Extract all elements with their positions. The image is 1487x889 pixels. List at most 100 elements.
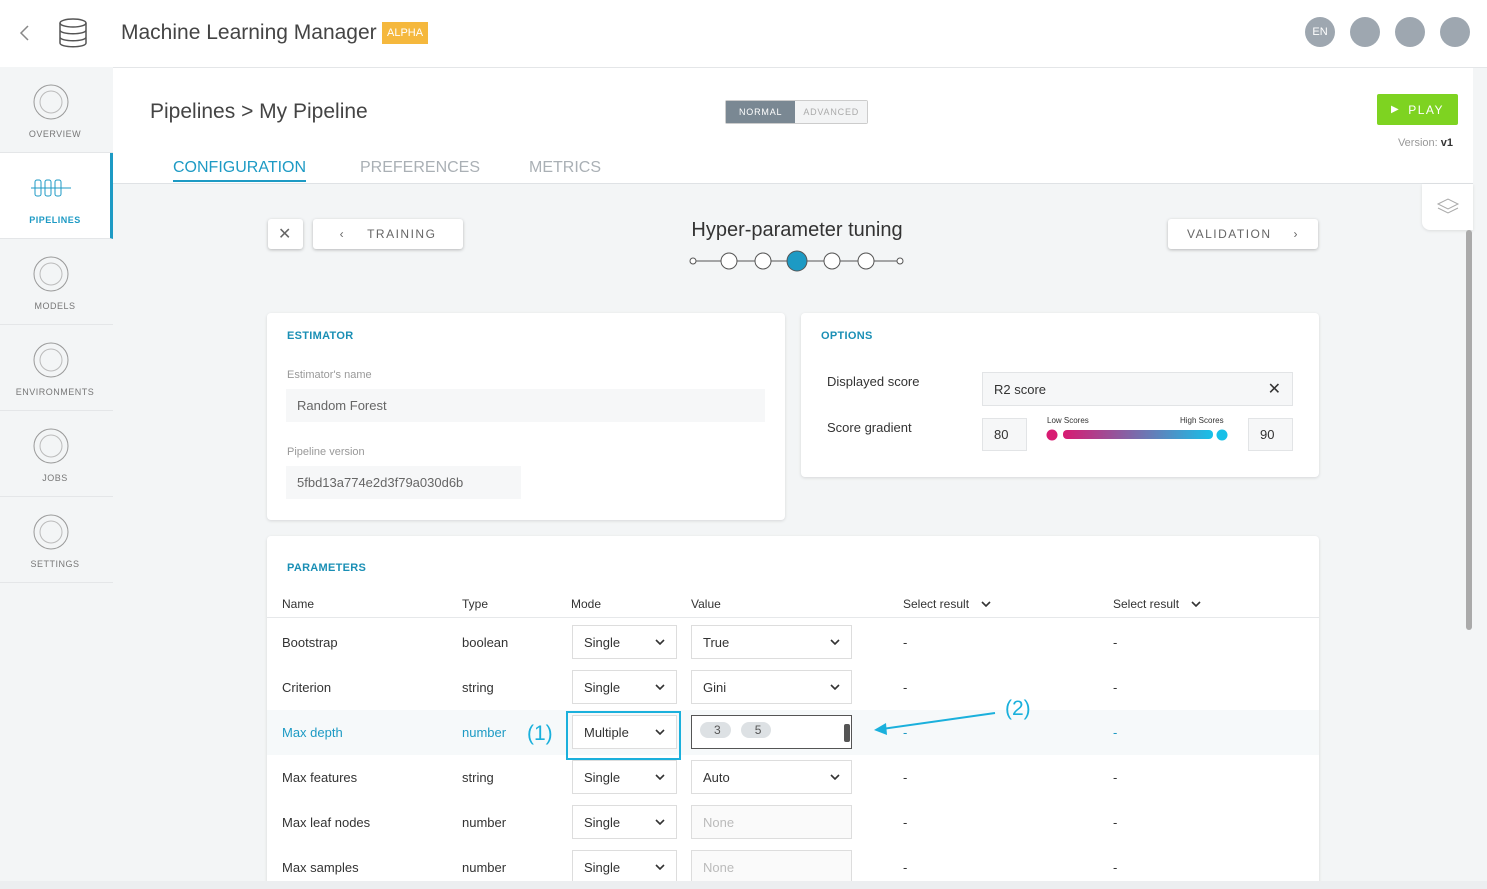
sidebar-item[interactable]: JOBS: [0, 411, 113, 497]
sidebar-item[interactable]: PIPELINES: [0, 153, 113, 239]
mode-value: Single: [584, 679, 621, 695]
version-label: Version:: [1397, 137, 1438, 149]
back-icon[interactable]: [18, 24, 30, 42]
mode-value: Multiple: [584, 724, 629, 740]
annotation-box: [566, 711, 681, 760]
high-input[interactable]: 90: [1248, 418, 1293, 451]
mode-value: Single: [584, 634, 621, 650]
result-1: -: [903, 860, 908, 875]
column-header-label: Select result: [1113, 597, 1180, 611]
next-button[interactable]: VALIDATION ›: [1168, 219, 1318, 249]
column-header-label: Mode: [571, 597, 602, 611]
sidebar-item[interactable]: ENVIRONMENTS: [0, 325, 113, 411]
sidebar-icon: [33, 428, 69, 464]
result-1: -: [903, 725, 908, 740]
param-type: string: [462, 770, 494, 785]
column-header-label: Type: [462, 597, 489, 611]
tab[interactable]: CONFIGURATION: [173, 159, 307, 182]
mode-select[interactable]: Single: [572, 850, 677, 884]
sidebar-icon: [31, 179, 71, 197]
value: Auto: [703, 769, 730, 785]
param-type: string: [462, 680, 494, 695]
breadcrumb-root[interactable]: Pipelines: [150, 100, 236, 123]
value: True: [703, 634, 730, 650]
version-value: v1: [1440, 137, 1453, 149]
tag[interactable]: 3: [700, 722, 731, 738]
column-header: Type: [462, 597, 488, 611]
annotation-1: (1): [527, 722, 553, 745]
badge: ALPHA: [382, 22, 429, 44]
app-icon[interactable]: [1350, 17, 1380, 47]
parameters-heading: PARAMETERS: [287, 562, 367, 574]
mode-value: Single: [584, 769, 621, 785]
tab[interactable]: PREFERENCES: [360, 159, 481, 176]
param-type: boolean: [462, 635, 509, 650]
value-input[interactable]: None: [691, 805, 852, 839]
layers-icon: [1436, 198, 1460, 214]
table-row: Criterion string Single Gini - -: [267, 665, 1319, 710]
param-type: number: [462, 815, 507, 830]
value-select[interactable]: Auto: [691, 760, 852, 794]
table-row: Max features string Single Auto - -: [267, 755, 1319, 800]
sidebar-item[interactable]: SETTINGS: [0, 497, 113, 583]
mode-select[interactable]: Single: [572, 760, 677, 794]
result-2: -: [1113, 725, 1118, 740]
version: Version: v1: [1398, 137, 1453, 149]
sidebar-label: MODELS: [34, 301, 76, 311]
close-button[interactable]: ✕: [268, 219, 303, 249]
chevron: [655, 729, 665, 735]
result-1: -: [903, 635, 908, 650]
advanced-toggle[interactable]: ADVANCED: [795, 101, 868, 123]
param-name: Max features: [282, 770, 358, 785]
param-name: Max samples: [282, 860, 359, 875]
column-header-label: Value: [691, 597, 721, 611]
estimator-heading: ESTIMATOR: [287, 330, 354, 342]
chevron: [1191, 601, 1201, 607]
mode-select[interactable]: Single: [572, 805, 677, 839]
tag[interactable]: 5: [740, 722, 772, 738]
mode-select[interactable]: Single: [572, 625, 677, 659]
header-line: [267, 617, 1319, 618]
column-header: Name: [282, 597, 314, 611]
layers-button[interactable]: [1422, 184, 1473, 230]
sidebar-label: JOBS: [42, 473, 68, 483]
value: Gini: [703, 679, 727, 695]
chevron: [655, 774, 665, 780]
mode-select[interactable]: Multiple: [572, 715, 677, 749]
prev-button[interactable]: ‹ TRAINING: [313, 219, 463, 249]
sidebar-label: OVERVIEW: [28, 129, 82, 139]
param-name[interactable]: Max depth: [282, 725, 343, 740]
value-select[interactable]: Gini: [691, 670, 852, 704]
param-type: number: [462, 725, 507, 740]
play-button[interactable]: ▶ PLAY: [1377, 94, 1458, 125]
column-header[interactable]: Select result: [903, 597, 991, 611]
low-input[interactable]: 80: [982, 418, 1027, 451]
next-label: VALIDATION: [1186, 227, 1272, 241]
sidebar-item[interactable]: OVERVIEW: [0, 67, 113, 153]
param-name: Max leaf nodes: [282, 815, 371, 830]
power-icon[interactable]: [1440, 17, 1470, 47]
breadcrumb-current: My Pipeline: [259, 100, 368, 123]
column-header[interactable]: Select result: [1113, 597, 1201, 611]
help-icon[interactable]: [1395, 17, 1425, 47]
breadcrumb: Pipelines > My Pipeline: [150, 100, 368, 123]
gradient-slider[interactable]: [1045, 427, 1230, 443]
value-select[interactable]: True: [691, 625, 852, 659]
sidebar-icon: [33, 342, 69, 378]
options-heading: OPTIONS: [821, 330, 873, 342]
column-header: Value: [691, 597, 721, 611]
value-input[interactable]: None: [691, 850, 852, 884]
step-progress: [689, 250, 904, 272]
score-select[interactable]: R2 score ✕: [982, 372, 1293, 406]
mode-select[interactable]: Single: [572, 670, 677, 704]
sidebar-item[interactable]: MODELS: [0, 239, 113, 325]
sidebar-label: PIPELINES: [29, 215, 81, 225]
normal-toggle[interactable]: NORMAL: [726, 101, 796, 123]
language-button[interactable]: EN: [1305, 17, 1335, 47]
score-label: Displayed score: [827, 374, 920, 389]
tab[interactable]: METRICS: [529, 159, 601, 176]
chevron: [830, 774, 840, 780]
mode-value: Single: [584, 859, 621, 875]
